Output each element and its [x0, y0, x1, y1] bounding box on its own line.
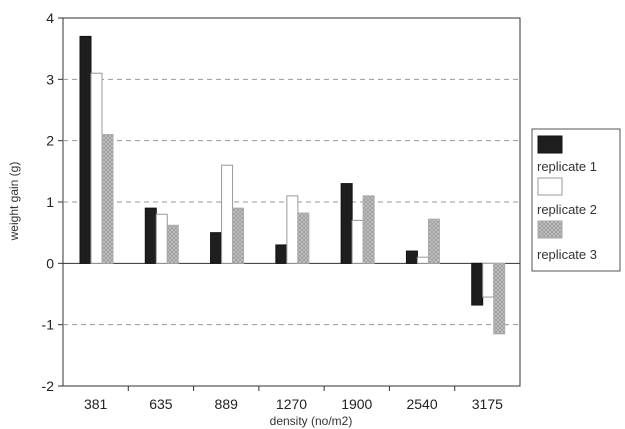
- bar-replicate-3-3175: [493, 262, 506, 335]
- bar-replicate-3-889: [232, 207, 245, 264]
- bar-replicate-2-2540: [416, 256, 429, 264]
- x-tick-label: 1900: [341, 396, 372, 412]
- bar-replicate-2-381: [90, 72, 103, 264]
- x-tick-label: 1270: [276, 396, 307, 412]
- y-tick-label: 3: [46, 71, 54, 87]
- gridlines: [63, 78, 520, 326]
- bar-replicate-2-889: [221, 164, 234, 264]
- y-tick-label: -1: [42, 317, 55, 333]
- bar-replicate-1-2540: [405, 250, 418, 264]
- bar-replicate-3-1270: [297, 212, 310, 264]
- bar-replicate-1-889: [210, 232, 223, 264]
- bar-replicate-3-635: [166, 224, 179, 264]
- bar-replicate-1-3175: [471, 262, 484, 306]
- bar-replicate-2-1270: [286, 195, 299, 264]
- legend-label-replicate-1: replicate 1: [537, 159, 597, 174]
- bar-replicate-2-1900: [351, 219, 364, 264]
- y-tick-label: 0: [46, 255, 54, 271]
- legend-swatch-replicate-2: [537, 177, 563, 196]
- bar-replicate-1-1270: [275, 244, 288, 264]
- bar-replicate-1-381: [79, 35, 92, 264]
- x-tick-label: 3175: [472, 396, 503, 412]
- y-tick-labels: -2 -1 0 1 2 3 4: [42, 10, 63, 394]
- bar-replicate-1-1900: [340, 183, 353, 264]
- bar-replicate-3-1900: [362, 195, 375, 264]
- y-tick-label: 2: [46, 133, 54, 149]
- x-axis-label: density (no/m2): [270, 414, 353, 428]
- bar-replicate-2-635: [155, 213, 168, 264]
- bar-replicate-3-2540: [427, 218, 440, 264]
- x-tick-label: 2540: [406, 396, 437, 412]
- legend-label-replicate-3: replicate 3: [537, 247, 597, 262]
- x-tick-labels: 381 635 889 1270 1900 2540 3175: [84, 386, 503, 412]
- x-tick-label: 381: [84, 396, 108, 412]
- y-axis-label: weight gain (g): [7, 162, 21, 242]
- legend-label-replicate-2: replicate 2: [537, 202, 597, 217]
- legend-swatch-replicate-3: [537, 220, 563, 239]
- legend-swatch-replicate-1: [537, 135, 563, 154]
- x-tick-label: 635: [149, 396, 173, 412]
- x-tick-label: 889: [215, 396, 239, 412]
- bars: [79, 35, 506, 335]
- y-tick-label: 1: [46, 194, 54, 210]
- y-tick-label: -2: [42, 378, 55, 394]
- legend: replicate 1 replicate 2 replicate 3: [531, 128, 621, 272]
- bar-replicate-2-3175: [482, 262, 495, 298]
- bar-replicate-3-381: [101, 134, 114, 264]
- bar-replicate-1-635: [144, 207, 157, 264]
- y-tick-label: 4: [46, 10, 54, 26]
